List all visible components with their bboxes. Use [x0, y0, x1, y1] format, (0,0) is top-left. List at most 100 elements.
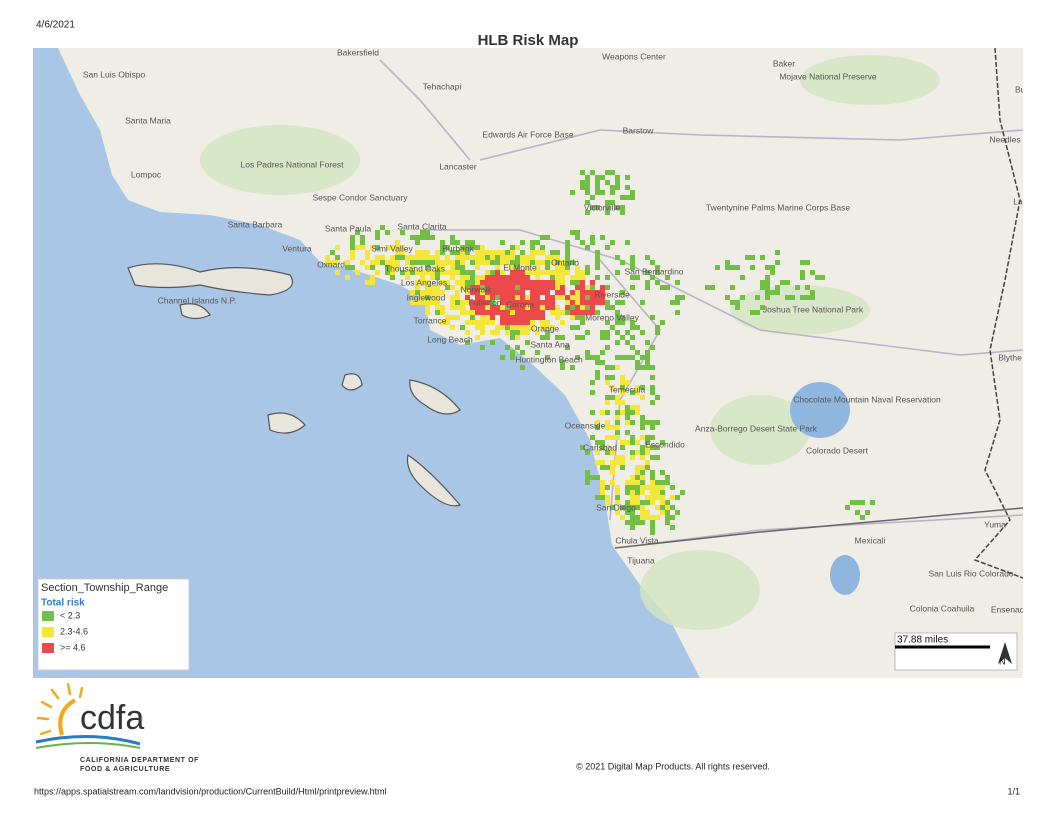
risk-cell — [425, 270, 430, 275]
risk-cell — [560, 295, 565, 300]
risk-cell — [415, 280, 420, 285]
risk-cell — [335, 255, 340, 260]
place-label: Lake Havasu — [1013, 196, 1058, 206]
risk-cell — [620, 400, 625, 405]
risk-cell — [775, 290, 780, 295]
risk-cell — [535, 260, 540, 265]
risk-cell — [540, 290, 545, 295]
risk-cell — [665, 515, 670, 520]
logo-line1: CALIFORNIA DEPARTMENT OF — [80, 757, 199, 764]
risk-cell — [630, 345, 635, 350]
risk-cell — [360, 245, 365, 250]
risk-cell — [785, 295, 790, 300]
risk-cell — [650, 315, 655, 320]
risk-cell — [375, 230, 380, 235]
risk-cell — [610, 505, 615, 510]
risk-cell — [605, 320, 610, 325]
risk-cell — [590, 310, 595, 315]
place-label: Santa Clarita — [397, 221, 446, 231]
border — [614, 507, 1023, 549]
risk-cell — [645, 445, 650, 450]
risk-cell — [605, 305, 610, 310]
risk-cell — [520, 310, 525, 315]
risk-cell — [590, 380, 595, 385]
risk-cell — [640, 500, 645, 505]
risk-cell — [865, 510, 870, 515]
risk-cell — [645, 510, 650, 515]
risk-cell — [545, 265, 550, 270]
risk-cell — [490, 310, 495, 315]
risk-cell — [465, 240, 470, 245]
risk-cell — [670, 515, 675, 520]
risk-cell — [475, 255, 480, 260]
risk-cell — [520, 320, 525, 325]
risk-cell — [585, 475, 590, 480]
risk-cell — [655, 495, 660, 500]
risk-cell — [625, 510, 630, 515]
risk-cell — [350, 250, 355, 255]
risk-cell — [630, 190, 635, 195]
place-label: Joshua Tree National Park — [763, 304, 864, 314]
risk-cell — [500, 250, 505, 255]
place-label: Inglewood — [407, 292, 446, 302]
risk-cell — [490, 280, 495, 285]
risk-cell — [525, 305, 530, 310]
risk-cell — [645, 435, 650, 440]
place-label: Victorville — [584, 202, 620, 212]
risk-cell — [650, 260, 655, 265]
risk-cell — [530, 305, 535, 310]
risk-cell — [630, 285, 635, 290]
risk-cell — [640, 355, 645, 360]
risk-cell — [580, 335, 585, 340]
place-label: Anza-Borrego Desert State Park — [695, 423, 818, 433]
risk-cell — [580, 310, 585, 315]
risk-cell — [590, 290, 595, 295]
risk-cell — [510, 290, 515, 295]
place-label: Huntington Beach — [515, 354, 583, 364]
risk-cell — [640, 420, 645, 425]
risk-cell — [555, 335, 560, 340]
risk-cell — [400, 245, 405, 250]
risk-cell — [635, 350, 640, 355]
risk-cell — [590, 240, 595, 245]
risk-cell — [460, 265, 465, 270]
risk-cell — [450, 315, 455, 320]
risk-cell — [780, 280, 785, 285]
risk-cell — [510, 260, 515, 265]
scale-bar: 37.88 miles N — [894, 632, 1018, 671]
risk-cell — [500, 300, 505, 305]
risk-cell — [435, 300, 440, 305]
risk-cell — [355, 230, 360, 235]
risk-cell — [755, 310, 760, 315]
risk-cell — [605, 420, 610, 425]
risk-cell — [470, 320, 475, 325]
risk-cell — [565, 240, 570, 245]
risk-cell — [555, 305, 560, 310]
risk-cell — [445, 285, 450, 290]
risk-cell — [580, 295, 585, 300]
risk-cell — [480, 290, 485, 295]
risk-cell — [855, 500, 860, 505]
risk-cell — [760, 280, 765, 285]
risk-cell — [555, 285, 560, 290]
north-label: N — [999, 656, 1006, 666]
risk-cell — [620, 315, 625, 320]
place-label: Simi Valley — [371, 243, 413, 253]
risk-cell — [640, 330, 645, 335]
risk-cell — [665, 275, 670, 280]
risk-cell — [505, 295, 510, 300]
risk-cell — [585, 175, 590, 180]
risk-cell — [440, 310, 445, 315]
risk-cell — [485, 300, 490, 305]
risk-cell — [625, 490, 630, 495]
risk-cell — [425, 265, 430, 270]
risk-cell — [635, 480, 640, 485]
islands — [127, 263, 462, 507]
risk-cell — [580, 315, 585, 320]
risk-cell — [335, 260, 340, 265]
risk-cell — [550, 300, 555, 305]
risk-cell — [410, 265, 415, 270]
risk-cell — [615, 340, 620, 345]
risk-cell — [565, 305, 570, 310]
risk-cell — [470, 275, 475, 280]
